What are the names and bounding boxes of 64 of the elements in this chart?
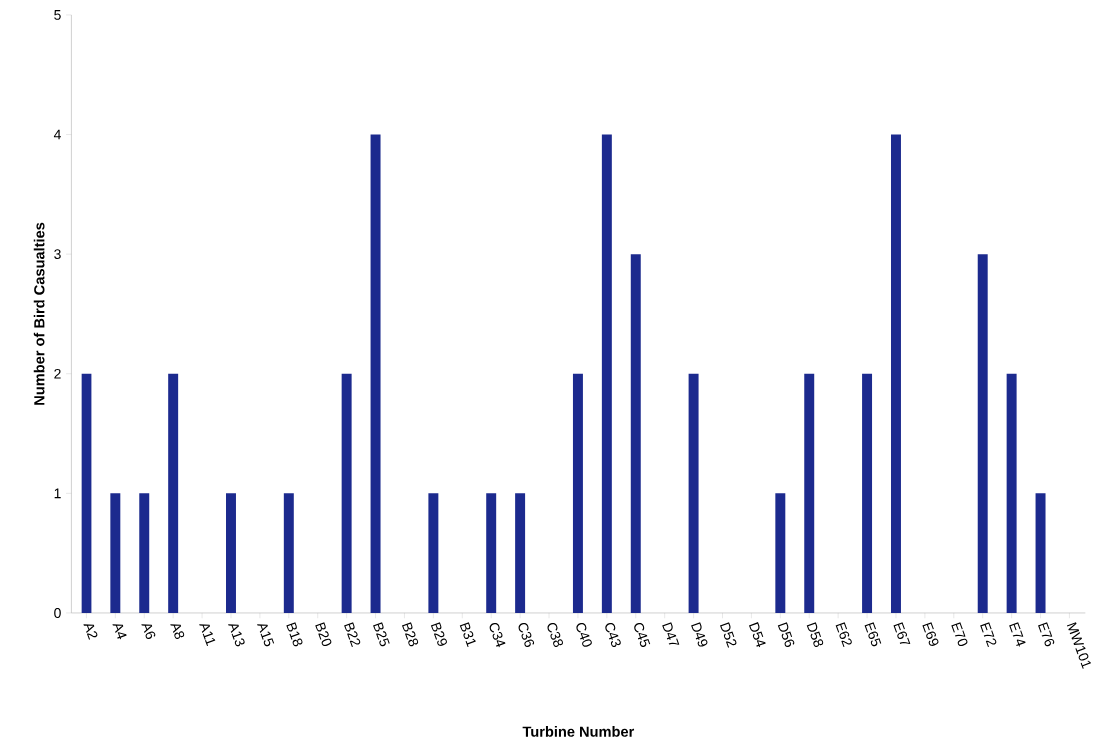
bar — [370, 134, 381, 613]
bar — [688, 373, 699, 613]
bar — [486, 493, 497, 613]
bar — [341, 373, 352, 613]
bar — [572, 373, 583, 613]
bar — [226, 493, 236, 613]
bar — [139, 493, 150, 613]
x-tick-label: D56 — [777, 621, 795, 647]
x-tick-label: A8 — [170, 624, 185, 639]
x-tick-label: C45 — [634, 622, 651, 647]
x-tick-label: D58 — [806, 621, 824, 647]
x-tick-label: D54 — [748, 621, 766, 647]
x-tick-label: B18 — [286, 621, 303, 647]
x-tick-label: C40 — [576, 622, 592, 647]
bar — [890, 134, 901, 613]
x-tick-label: A11 — [199, 624, 216, 646]
y-tick-label: 0 — [54, 607, 61, 618]
x-tick-label: E65 — [864, 621, 882, 647]
bar — [283, 493, 294, 613]
bar — [804, 373, 815, 613]
y-tick-label: 5 — [54, 9, 61, 20]
x-tick-label: C36 — [518, 622, 535, 647]
x-tick-label: B25 — [373, 621, 390, 647]
bar — [775, 493, 786, 613]
bar — [977, 253, 988, 613]
x-tick-label: A2 — [83, 624, 98, 640]
bar — [1006, 373, 1017, 613]
x-tick-label: B29 — [430, 621, 447, 646]
bar — [601, 134, 612, 613]
y-axis-title: Number of Bird Casualties — [33, 222, 45, 405]
bar — [168, 373, 179, 613]
x-tick-label: B31 — [459, 621, 476, 647]
y-tick-label: 2 — [54, 368, 61, 379]
x-tick-label: E69 — [922, 621, 939, 646]
x-tick-label: E67 — [893, 621, 911, 644]
x-tick-label: A13 — [228, 624, 245, 647]
x-tick-label: A6 — [141, 624, 156, 639]
x-tick-label: A4 — [112, 624, 127, 639]
x-tick-label: E62 — [835, 621, 852, 647]
x-tick-label: A15 — [257, 624, 275, 647]
x-tick-label: E76 — [1038, 621, 1055, 647]
x-axis-title: Turbine Number — [522, 725, 635, 737]
x-tick-label: C43 — [605, 622, 621, 647]
x-tick-label: C38 — [547, 622, 563, 647]
x-tick-label: B20 — [315, 621, 332, 646]
x-tick-label: B28 — [401, 621, 419, 647]
x-tick-label: D49 — [691, 621, 708, 647]
bar — [1035, 493, 1046, 613]
x-tick-label: E72 — [980, 621, 997, 647]
x-tick-label: C34 — [489, 622, 506, 647]
x-tick-label: E70 — [951, 621, 968, 646]
y-tick-label: 3 — [54, 248, 61, 259]
bar — [630, 253, 641, 613]
bar — [428, 493, 439, 613]
bar — [110, 493, 121, 613]
x-tick-label: B22 — [344, 621, 361, 647]
x-tick-label: E74 — [1009, 621, 1026, 647]
x-tick-label: D47 — [662, 621, 680, 645]
bar — [515, 493, 526, 613]
x-tick-label: D52 — [719, 621, 737, 648]
y-tick-label: 1 — [54, 488, 61, 498]
y-tick-label: 4 — [53, 129, 61, 140]
bar — [862, 373, 873, 613]
bar — [81, 373, 92, 613]
